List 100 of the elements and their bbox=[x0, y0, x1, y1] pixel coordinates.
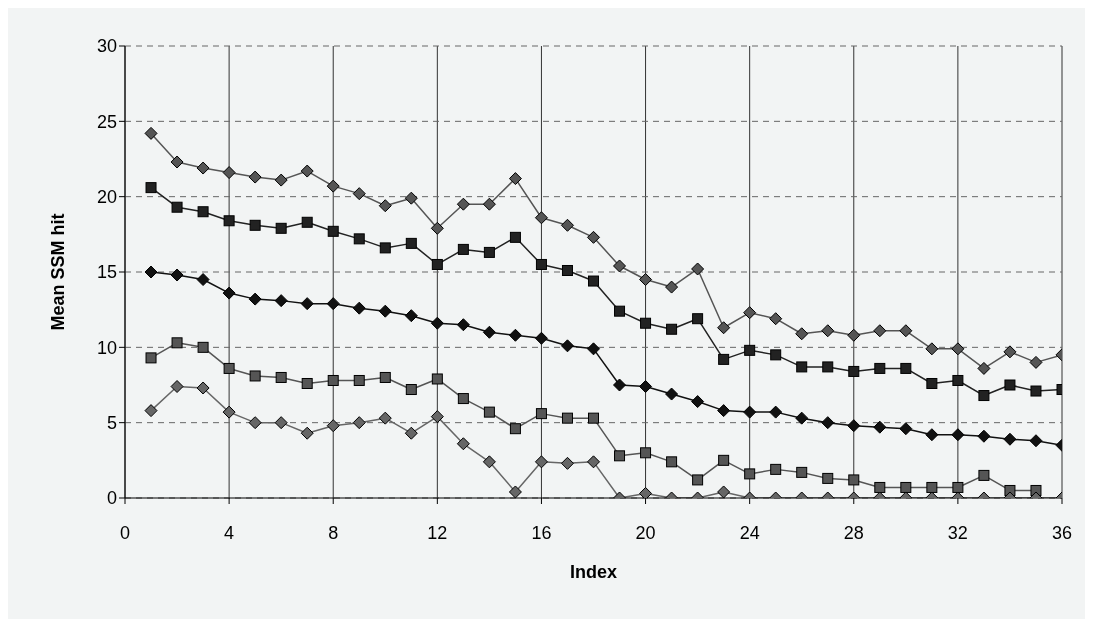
point bbox=[977, 429, 991, 443]
point bbox=[430, 221, 444, 235]
point bbox=[560, 456, 574, 470]
point bbox=[874, 362, 886, 374]
point bbox=[508, 328, 522, 342]
point bbox=[822, 472, 834, 484]
point bbox=[300, 426, 314, 440]
point bbox=[952, 374, 964, 386]
point bbox=[170, 380, 184, 394]
point bbox=[588, 412, 599, 424]
point bbox=[482, 325, 496, 339]
point bbox=[926, 481, 938, 493]
point bbox=[534, 455, 548, 469]
point bbox=[170, 268, 184, 282]
y-tick-label: 30 bbox=[96, 36, 117, 57]
point bbox=[145, 352, 157, 364]
point bbox=[978, 469, 990, 481]
x-tick-label: 28 bbox=[843, 522, 864, 543]
point bbox=[508, 485, 522, 498]
point bbox=[665, 280, 679, 294]
y-tick-label: 20 bbox=[96, 187, 117, 208]
point bbox=[848, 474, 860, 486]
point bbox=[170, 155, 184, 169]
point bbox=[405, 384, 417, 396]
point bbox=[796, 466, 808, 478]
x-tick-label: 4 bbox=[224, 522, 235, 543]
point bbox=[613, 378, 627, 392]
point bbox=[535, 408, 547, 420]
point bbox=[300, 297, 314, 311]
point bbox=[430, 410, 444, 424]
x-tick-label: 24 bbox=[739, 522, 760, 543]
point bbox=[222, 405, 236, 419]
point bbox=[822, 361, 834, 373]
point bbox=[978, 390, 990, 402]
point bbox=[717, 321, 731, 335]
x-tick-label: 32 bbox=[947, 522, 968, 543]
point bbox=[561, 264, 573, 276]
point bbox=[326, 297, 340, 311]
point bbox=[483, 246, 495, 258]
point bbox=[666, 323, 678, 335]
point bbox=[456, 437, 470, 451]
point bbox=[692, 313, 704, 325]
point bbox=[952, 481, 964, 493]
point bbox=[274, 173, 288, 187]
point bbox=[431, 258, 443, 270]
point bbox=[509, 423, 521, 435]
point bbox=[222, 166, 236, 180]
point bbox=[769, 405, 783, 419]
point bbox=[508, 172, 522, 186]
point bbox=[951, 428, 965, 442]
point bbox=[744, 468, 756, 480]
point bbox=[587, 230, 600, 244]
point bbox=[275, 222, 287, 234]
point bbox=[743, 306, 757, 320]
point bbox=[275, 371, 287, 383]
point bbox=[457, 243, 469, 255]
point bbox=[223, 215, 235, 227]
point bbox=[196, 381, 210, 395]
point bbox=[795, 327, 809, 341]
point bbox=[796, 361, 808, 373]
point bbox=[691, 262, 705, 276]
point bbox=[197, 341, 209, 353]
point bbox=[482, 197, 496, 211]
point bbox=[588, 275, 599, 287]
point bbox=[352, 416, 366, 430]
x-tick-label: 12 bbox=[427, 522, 448, 543]
point bbox=[274, 416, 288, 430]
point bbox=[744, 344, 756, 356]
x-tick-label: 16 bbox=[531, 522, 552, 543]
point bbox=[639, 380, 653, 394]
point bbox=[196, 273, 210, 287]
point bbox=[144, 126, 158, 140]
point bbox=[639, 273, 653, 287]
point bbox=[560, 218, 574, 232]
point bbox=[770, 349, 782, 361]
point bbox=[717, 404, 731, 418]
point bbox=[795, 411, 809, 425]
point bbox=[222, 286, 236, 300]
y-axis-title: Mean SSM hit bbox=[48, 213, 69, 331]
point bbox=[301, 377, 313, 389]
point bbox=[352, 187, 366, 201]
point bbox=[770, 463, 782, 475]
point bbox=[535, 258, 547, 270]
point bbox=[925, 342, 939, 356]
point bbox=[171, 337, 183, 349]
point bbox=[1029, 434, 1043, 448]
point bbox=[666, 456, 678, 468]
x-tick-label: 20 bbox=[635, 522, 656, 543]
point bbox=[249, 370, 261, 382]
point bbox=[560, 339, 574, 353]
point bbox=[639, 486, 653, 498]
point bbox=[925, 428, 939, 442]
point bbox=[300, 164, 314, 178]
point bbox=[614, 305, 626, 317]
x-tick-label: 8 bbox=[328, 522, 339, 543]
point bbox=[197, 206, 209, 218]
point bbox=[405, 237, 417, 249]
point bbox=[900, 362, 912, 374]
point bbox=[1030, 385, 1042, 397]
x-axis-title: Index bbox=[569, 562, 618, 582]
